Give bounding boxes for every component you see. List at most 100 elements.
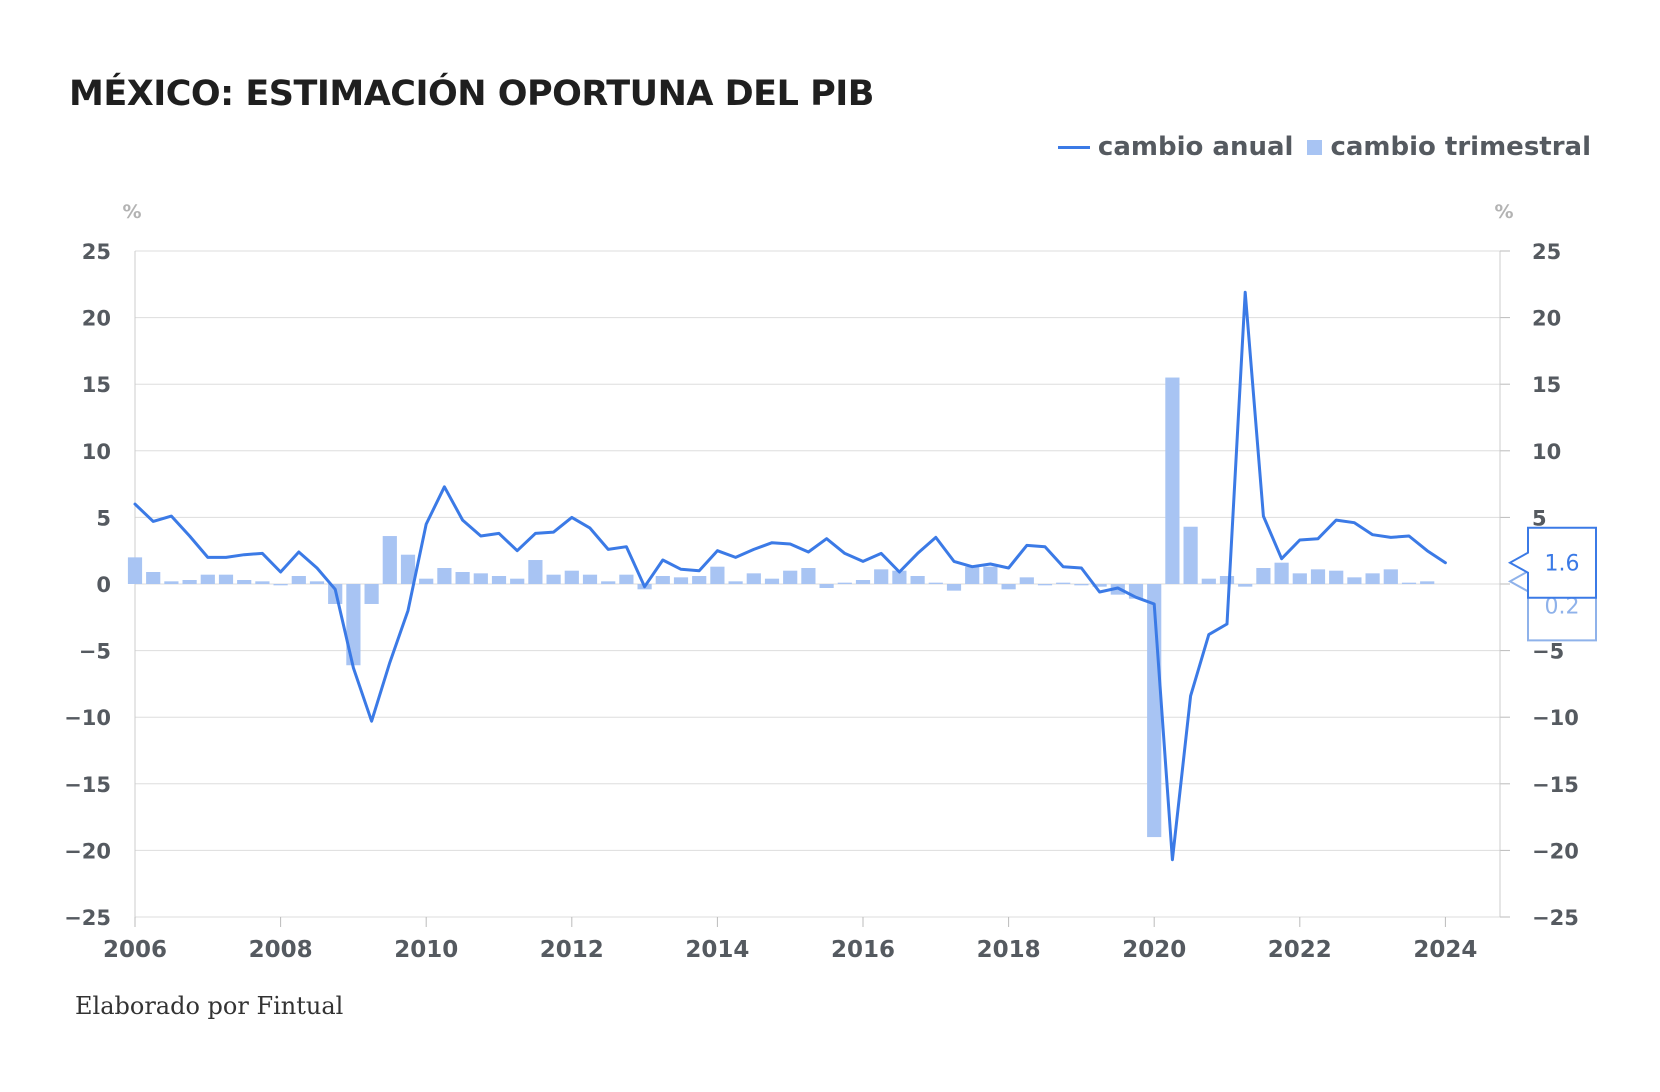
- legend-label-quarterly: cambio trimestral: [1330, 132, 1591, 162]
- grid-layer: [134, 250, 1510, 918]
- y-tick-label-left: −5: [79, 640, 111, 664]
- y-tick-label-left: −10: [64, 706, 111, 730]
- quarterly-bar: [291, 576, 306, 584]
- annual-line-layer: [133, 290, 1447, 862]
- quarterly-bar: [200, 574, 215, 584]
- quarterly-bar: [164, 581, 179, 584]
- legend-label-annual: cambio anual: [1097, 132, 1294, 162]
- quarterly-bar: [801, 568, 816, 584]
- quarterly-bar: [510, 578, 525, 584]
- quarterly-bar: [528, 560, 543, 584]
- quarterly-bar: [437, 568, 452, 584]
- quarterly-bar: [673, 577, 689, 584]
- quarterly-bar: [455, 572, 470, 584]
- quarterly-bar: [655, 576, 670, 584]
- y-tick-label-left: −25: [64, 906, 111, 930]
- y-tick-label-right: 5: [1532, 506, 1547, 530]
- quarterly-bar: [1201, 578, 1216, 584]
- x-tick-label: 2014: [685, 937, 749, 963]
- quarterly-bar: [855, 580, 871, 584]
- y-tick-label-right: 15: [1532, 373, 1561, 397]
- y-tick-label-right: 10: [1532, 440, 1561, 464]
- x-tick-label: 2020: [1122, 937, 1186, 963]
- chart-title: MÉXICO: ESTIMACIÓN OPORTUNA DEL PIB: [69, 74, 874, 114]
- y-tick-label-right: −5: [1532, 640, 1564, 664]
- quarterly-bar: [218, 574, 234, 584]
- quarterly-bar: [309, 581, 325, 584]
- quarterly-bar: [1019, 577, 1034, 584]
- source-note: Elaborado por Fintual: [75, 992, 344, 1020]
- quarterly-bar: [619, 574, 634, 584]
- quarterly-bar: [728, 581, 743, 584]
- callout-annual: 1.6: [1507, 526, 1597, 599]
- quarterly-bar: [819, 584, 834, 588]
- quarterly-bars: [127, 377, 1435, 838]
- y-tick-label-right: −15: [1532, 773, 1579, 797]
- quarterly-bar: [1365, 573, 1380, 584]
- quarterly-bar: [255, 581, 270, 584]
- quarterly-bar: [237, 580, 252, 584]
- quarterly-bar: [1256, 568, 1271, 584]
- quarterly-bar: [1074, 584, 1089, 586]
- y-tick-label-left: −15: [64, 773, 111, 797]
- quarterly-bar: [146, 572, 161, 584]
- callout-value: 1.6: [1545, 552, 1580, 577]
- quarterly-bar: [928, 582, 943, 584]
- y-tick-label-left: 15: [82, 373, 111, 397]
- quarterly-bar: [346, 584, 361, 666]
- quarterly-bar: [946, 584, 962, 591]
- y-tick-label-right: −25: [1532, 906, 1579, 930]
- legend: cambio anual cambio trimestral: [1057, 132, 1591, 162]
- x-tick-label: 2006: [103, 937, 167, 963]
- y-tick-label-left: 5: [96, 506, 111, 530]
- quarterly-bar: [1420, 581, 1435, 584]
- y-tick-label-left: 0: [96, 573, 111, 597]
- quarterly-bar: [1219, 576, 1235, 584]
- y-tick-label-right: −10: [1532, 706, 1579, 730]
- quarterly-bar: [1310, 569, 1326, 584]
- y-tick-label-right: 25: [1532, 240, 1561, 264]
- y-tick-label-left: 20: [82, 307, 111, 331]
- quarterly-bar: [1347, 577, 1362, 584]
- x-tick-label: 2008: [249, 937, 313, 963]
- quarterly-bar: [1092, 584, 1107, 587]
- y-tick-label-right: −20: [1532, 839, 1579, 863]
- quarterly-bar: [582, 574, 598, 584]
- legend-line-swatch: [1057, 145, 1090, 149]
- quarterly-bar: [746, 573, 761, 584]
- quarterly-bar: [182, 580, 197, 584]
- quarterly-bar: [1037, 584, 1053, 586]
- callout-box: [1507, 526, 1597, 599]
- quarterly-bar: [692, 576, 707, 584]
- x-tick-label: 2016: [831, 937, 895, 963]
- x-tick-label: 2010: [394, 937, 458, 963]
- quarterly-bar: [382, 536, 397, 584]
- x-tick-label: 2012: [540, 937, 604, 963]
- quarterly-bar: [837, 582, 852, 584]
- quarterly-bar: [1274, 562, 1289, 584]
- quarterly-bar: [1001, 584, 1016, 590]
- quarterly-bar: [364, 584, 379, 604]
- quarterly-bar: [710, 566, 725, 584]
- quarterly-bar: [546, 574, 561, 584]
- quarterly-bar: [1383, 569, 1398, 584]
- quarterly-bar: [473, 573, 488, 584]
- quarterly-bar: [783, 570, 798, 584]
- quarterly-bar: [400, 554, 416, 584]
- quarterly-bar: [491, 576, 507, 584]
- quarterly-bar: [892, 570, 907, 584]
- axis-layer: −25−25−20−20−15−15−10−10−5−5005510101515…: [64, 201, 1579, 963]
- quarterly-bar: [910, 576, 925, 584]
- legend-item-quarterly[interactable]: cambio trimestral: [1307, 132, 1591, 162]
- quarterly-bar: [273, 584, 288, 586]
- quarterly-bar: [1183, 526, 1198, 584]
- quarterly-bar: [1329, 570, 1344, 584]
- y-tick-label-left: 10: [82, 440, 111, 464]
- quarterly-bar: [419, 578, 434, 584]
- quarterly-bar: [764, 578, 780, 584]
- legend-item-annual[interactable]: cambio anual: [1057, 132, 1294, 162]
- callout-layer: 0.21.6: [1507, 526, 1597, 642]
- quarterly-bar: [127, 557, 143, 584]
- quarterly-bar: [1056, 582, 1071, 584]
